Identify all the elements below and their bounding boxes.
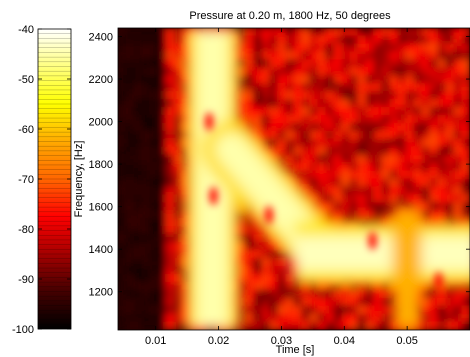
colorbar-tick-label: -60 [18, 124, 34, 136]
y-tick-label: 1400 [89, 244, 113, 256]
x-axis-label: Time [s] [276, 344, 315, 356]
plot-frame [117, 27, 470, 331]
chart-title: Pressure at 0.20 m, 1800 Hz, 50 degrees [189, 10, 391, 22]
y-tick-label: 2200 [89, 74, 113, 86]
dark-spot [205, 112, 214, 131]
colorbar-gradient [38, 29, 71, 329]
heatmap-features [184, 28, 470, 330]
colorbar-tick-label: -100 [12, 324, 34, 336]
colorbar-tick-label: -90 [18, 274, 34, 286]
x-tick-label: 0.05 [396, 335, 417, 347]
colorbar-tick-label: -70 [18, 174, 34, 186]
colorbar-tick-group: -40 -50 -60 -70 -80 -90 -100 [12, 24, 71, 336]
dark-spot [368, 231, 377, 250]
dark-spot [264, 206, 273, 225]
y-tick-label: 1200 [89, 287, 113, 299]
colorbar-tick-label: -50 [18, 74, 34, 86]
y-tick-label: 2400 [89, 32, 113, 44]
y-axis: 1200 1400 1600 1800 2000 2200 2400 [89, 32, 470, 299]
x-axis: 0.01 0.02 0.03 0.04 0.05 [145, 28, 418, 347]
heatmap-plot: 0.01 0.02 0.03 0.04 0.05 1200 1400 1600 1800 200… [89, 27, 470, 347]
x-tick-label: 0.03 [271, 335, 292, 347]
colorbar-tick-label: -40 [18, 24, 34, 36]
band-late-vertical [393, 206, 422, 330]
dark-spot [434, 272, 443, 291]
colorbar-tick-label: -80 [18, 224, 34, 236]
x-tick-label: 0.01 [145, 335, 166, 347]
colorbar-levels [38, 33, 71, 325]
y-tick-label: 2000 [89, 117, 113, 129]
y-tick-label: 1600 [89, 202, 113, 214]
x-tick-label: 0.04 [334, 335, 355, 347]
x-tick-label: 0.02 [208, 335, 229, 347]
dark-spot [209, 187, 218, 206]
y-axis-label: Frequency, [Hz] [73, 141, 85, 218]
y-tick-label: 1800 [89, 159, 113, 171]
colorbar: -40 -50 -60 -70 -80 -90 -100 [12, 24, 72, 336]
band-horizontal [294, 235, 470, 272]
